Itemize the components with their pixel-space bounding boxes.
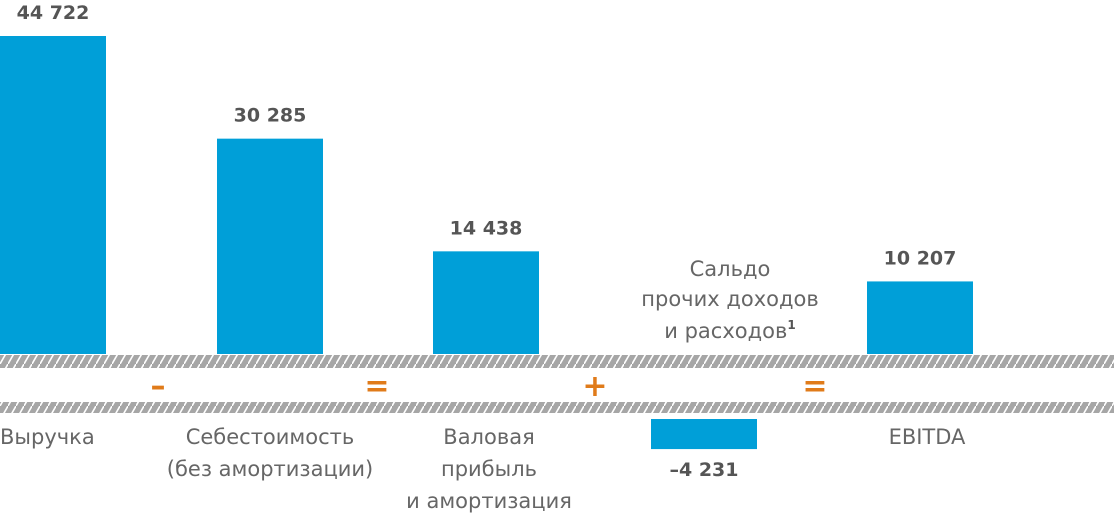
data-label: –4 231: [670, 459, 739, 481]
category-label: Себестоимость: [186, 425, 355, 449]
footnote-marker: 1: [787, 318, 795, 332]
bar: [867, 281, 973, 354]
axis-band-top: [0, 355, 1114, 368]
category-label: (без амортизации): [167, 457, 374, 481]
category-label: и амортизация: [406, 489, 572, 513]
operator-sign: =: [802, 369, 827, 404]
data-label: 44 722: [17, 2, 90, 24]
category-label: Сальдо: [690, 257, 771, 281]
operator-sign: –: [151, 369, 166, 404]
bar: [217, 138, 323, 354]
category-label: прочих доходов: [641, 287, 818, 311]
data-label: 30 285: [234, 105, 307, 127]
data-label: 14 438: [450, 217, 523, 239]
operator-sign: =: [364, 369, 389, 404]
category-label: и расходов1: [664, 318, 795, 343]
data-label: 10 207: [884, 247, 957, 269]
bar: [0, 36, 106, 354]
bar: [651, 419, 757, 450]
operator-sign: +: [582, 369, 607, 404]
axis-band-bottom: [0, 402, 1114, 413]
category-label: Выручка: [0, 425, 95, 449]
category-label: EBITDA: [889, 425, 966, 449]
category-label: прибыль: [441, 457, 537, 481]
bar: [433, 251, 539, 354]
category-label: Валовая: [443, 425, 534, 449]
